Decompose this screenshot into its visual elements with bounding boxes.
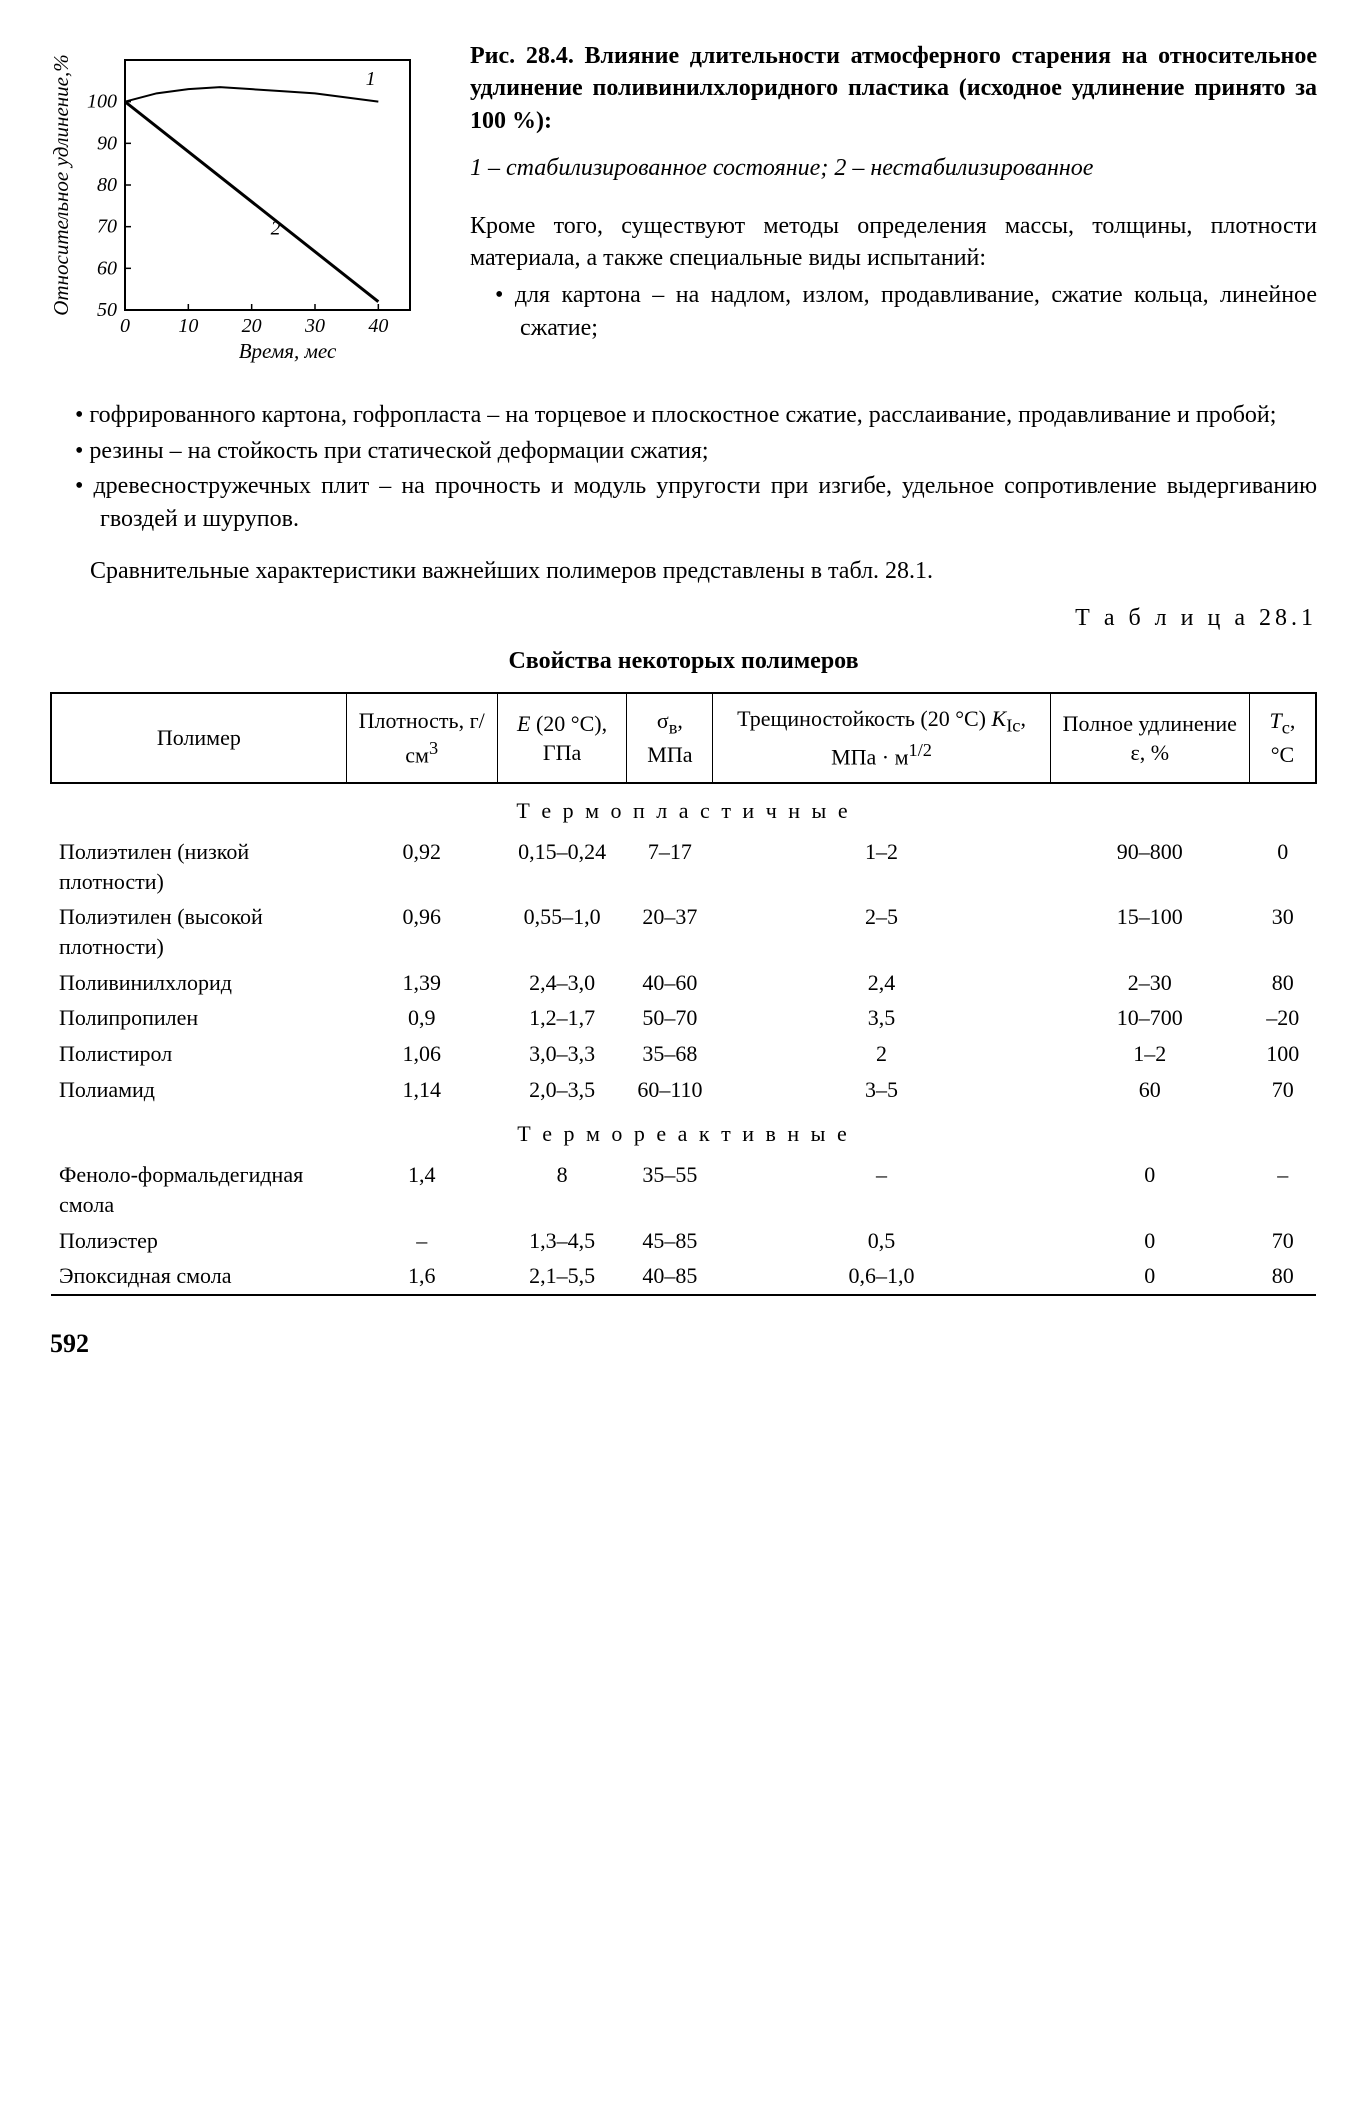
table-row: Феноло-формальдегидная смола1,4835–55–0– bbox=[51, 1157, 1316, 1222]
line-chart: 50 60 70 80 90 100 0 10 20 30 40 1 2 Относительное уд… bbox=[50, 40, 430, 370]
figure-caption: Рис. 28.4. Влияние длительности атмосфер… bbox=[470, 40, 1317, 137]
table-intro-para: Сравнительные характеристики важнейших п… bbox=[50, 555, 1317, 587]
col-sigma: σв, МПа bbox=[627, 693, 713, 783]
col-density: Плот­ность, г/см3 bbox=[346, 693, 497, 783]
col-tc: Tc, °C bbox=[1249, 693, 1316, 783]
table-row: Поливинилхлорид1,392,4–3,040–602,42–3080 bbox=[51, 965, 1316, 1001]
bullet-list-top: для картона – на надлом, излом, продавли… bbox=[470, 279, 1317, 344]
table-title: Свойства некоторых полимеров bbox=[50, 645, 1317, 677]
table-section-heading: Т е р м о п л а с т и ч н ы е bbox=[51, 783, 1316, 834]
bullet-list-main: гофрированного картона, гофропласта – на… bbox=[50, 399, 1317, 535]
svg-text:1: 1 bbox=[366, 68, 376, 90]
intro-text: Кроме того, существуют методы определени… bbox=[470, 210, 1317, 275]
bullet-item: резины – на стойкость при статической де… bbox=[50, 435, 1317, 467]
svg-text:60: 60 bbox=[97, 257, 117, 279]
table-row: Эпоксидная смола1,62,1–5,540–850,6–1,008… bbox=[51, 1258, 1316, 1295]
figure-caption-bold: Рис. 28.4. Влияние длительности атмосфер… bbox=[470, 43, 1317, 134]
table-row: Полистирол1,063,0–3,335–6821–2100 bbox=[51, 1036, 1316, 1072]
bullet-item: гофрированного картона, гофропласта – на… bbox=[50, 399, 1317, 431]
svg-text:Относительное удлинение,%: Относительное удлинение,% bbox=[50, 54, 73, 316]
figure-legend: 1 – стабилизированное состояние; 2 – нес… bbox=[470, 152, 1317, 184]
svg-text:2: 2 bbox=[271, 218, 281, 240]
table-row: Полиэстер–1,3–4,545–850,5070 bbox=[51, 1223, 1316, 1259]
table-section-heading: Т е р м о р е а к т и в н ы е bbox=[51, 1107, 1316, 1157]
svg-text:90: 90 bbox=[97, 132, 117, 154]
col-polymer: Полимер bbox=[51, 693, 346, 783]
svg-text:40: 40 bbox=[368, 315, 388, 337]
bullet-item: для картона – на надлом, излом, продавли… bbox=[470, 279, 1317, 344]
svg-text:50: 50 bbox=[97, 299, 117, 321]
svg-text:70: 70 bbox=[97, 216, 117, 238]
svg-text:80: 80 bbox=[97, 174, 117, 196]
svg-text:0: 0 bbox=[120, 315, 130, 337]
svg-text:100: 100 bbox=[87, 91, 117, 113]
page-number: 592 bbox=[50, 1326, 1317, 1361]
col-kic: Трещино­стойкость (20 °C) KIc, МПа · м1/… bbox=[713, 693, 1050, 783]
table-row: Полиэтилен (высокой плотности)0,960,55–1… bbox=[51, 899, 1316, 964]
table-row: Полиэтилен (низкой плотности)0,920,15–0,… bbox=[51, 834, 1316, 899]
svg-text:Время, мес: Время, мес bbox=[239, 339, 337, 363]
table-label: Т а б л и ц а 28.1 bbox=[50, 602, 1317, 634]
figure-block: 50 60 70 80 90 100 0 10 20 30 40 1 2 Относительное уд… bbox=[50, 40, 450, 379]
svg-text:30: 30 bbox=[304, 315, 325, 337]
col-e: E (20 °C), ГПа bbox=[497, 693, 627, 783]
bullet-item: древесностружечных плит – на прочность и… bbox=[50, 470, 1317, 535]
polymer-table: Полимер Плот­ность, г/см3 E (20 °C), ГПа… bbox=[50, 692, 1317, 1296]
table-header-row: Полимер Плот­ность, г/см3 E (20 °C), ГПа… bbox=[51, 693, 1316, 783]
figure-text-block: Рис. 28.4. Влияние длительности атмосфер… bbox=[470, 40, 1317, 379]
col-eps: Полное удлине­ние ε, % bbox=[1050, 693, 1249, 783]
svg-text:20: 20 bbox=[242, 315, 262, 337]
top-section: 50 60 70 80 90 100 0 10 20 30 40 1 2 Относительное уд… bbox=[50, 40, 1317, 379]
table-row: Полипропилен0,91,2–1,750–703,510–700–20 bbox=[51, 1000, 1316, 1036]
table-row: Полиамид1,142,0–3,560–1103–56070 bbox=[51, 1072, 1316, 1108]
svg-text:10: 10 bbox=[178, 315, 198, 337]
